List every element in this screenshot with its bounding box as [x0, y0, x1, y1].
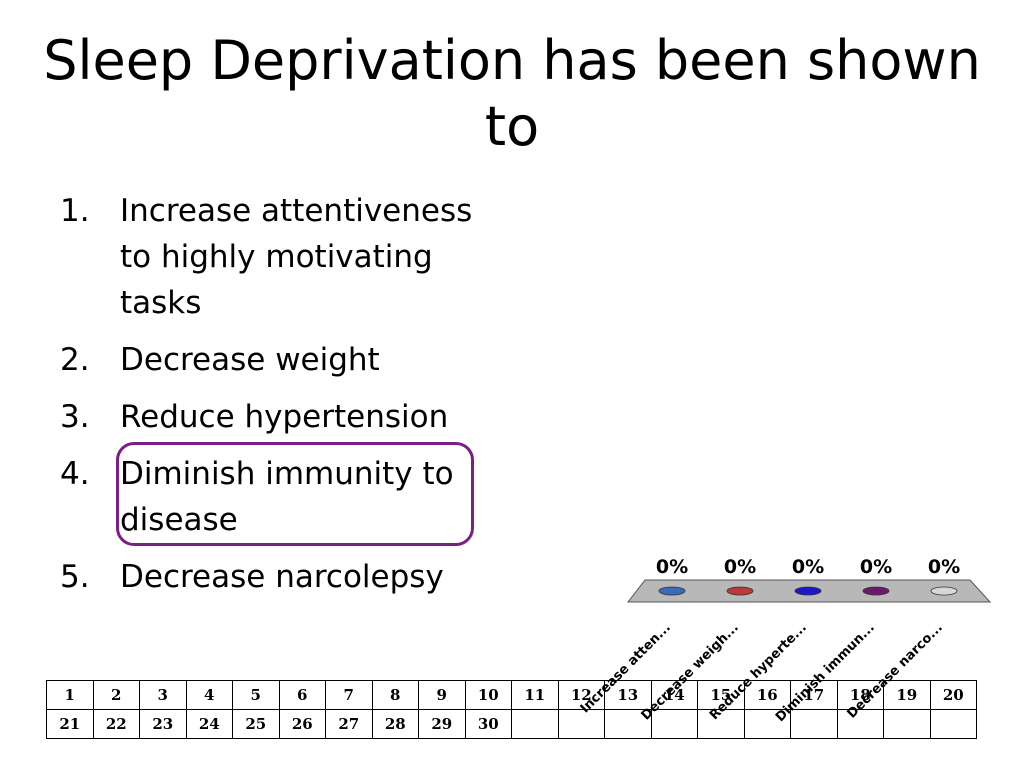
chart-value-label: 0% — [928, 556, 960, 578]
option-number: 5. — [60, 559, 90, 595]
grid-cell: 25 — [232, 709, 280, 739]
option-5[interactable]: 5. Decrease narcolepsy — [60, 554, 500, 600]
chart-value-label: 0% — [656, 556, 688, 578]
grid-cell: 23 — [139, 709, 187, 739]
grid-cell: 7 — [325, 680, 373, 710]
grid-cell: 14 — [650, 680, 698, 710]
grid-cell: 11 — [511, 680, 559, 710]
grid-cell: 15 — [697, 680, 745, 710]
chart-value-label: 0% — [792, 556, 824, 578]
chart-bar — [794, 586, 822, 596]
option-text: Decrease weight — [120, 342, 380, 378]
grid-cell: 3 — [139, 680, 187, 710]
chart-bar — [930, 586, 958, 596]
grid-row: 1 2 3 4 5 6 7 8 9 10 11 12 13 14 15 16 17 18 19 20 — [46, 680, 977, 710]
grid-cell: 13 — [604, 680, 652, 710]
answer-options: 1. Increase attentiveness to highly moti… — [60, 188, 500, 611]
option-text: Diminish immunity to disease — [120, 456, 454, 538]
chart-bar — [726, 586, 754, 596]
option-2[interactable]: 2. Decrease weight — [60, 337, 500, 383]
grid-cell — [557, 709, 605, 739]
grid-cell: 27 — [325, 709, 373, 739]
grid-cell — [604, 709, 652, 739]
grid-cell: 30 — [464, 709, 512, 739]
response-grid: 1 2 3 4 5 6 7 8 9 10 11 12 13 14 15 16 17 18 19 20 21 22 23 24 2… — [46, 680, 977, 739]
grid-cell — [511, 709, 559, 739]
option-number: 3. — [60, 399, 90, 435]
grid-cell: 18 — [836, 680, 884, 710]
grid-cell: 9 — [418, 680, 466, 710]
option-number: 4. — [60, 456, 90, 492]
grid-cell: 20 — [929, 680, 977, 710]
grid-cell — [697, 709, 745, 739]
grid-cell: 21 — [46, 709, 94, 739]
grid-cell: 28 — [371, 709, 419, 739]
option-text: Decrease narcolepsy — [120, 559, 444, 595]
grid-cell: 2 — [92, 680, 140, 710]
slide-title: Sleep Deprivation has been shown to — [43, 29, 981, 158]
option-4[interactable]: 4. Diminish immunity to disease — [60, 451, 500, 543]
chart-bar — [862, 586, 890, 596]
grid-cell: 16 — [743, 680, 791, 710]
option-text: Reduce hypertension — [120, 399, 449, 435]
grid-cell: 5 — [232, 680, 280, 710]
grid-cell — [790, 709, 838, 739]
grid-cell — [650, 709, 698, 739]
chart-bar — [658, 586, 686, 596]
grid-cell: 4 — [185, 680, 233, 710]
correct-answer-highlight — [116, 442, 474, 546]
grid-cell: 1 — [46, 680, 94, 710]
grid-cell — [929, 709, 977, 739]
response-chart: 0%Increase atten...0%Decrease weigh...0%… — [578, 556, 992, 725]
grid-cell: 22 — [92, 709, 140, 739]
grid-cell — [836, 709, 884, 739]
grid-cell: 24 — [185, 709, 233, 739]
grid-cell: 29 — [418, 709, 466, 739]
grid-cell: 26 — [278, 709, 326, 739]
option-number: 2. — [60, 342, 90, 378]
grid-cell: 6 — [278, 680, 326, 710]
option-text: Increase attentiveness to highly motivat… — [120, 193, 473, 321]
grid-cell — [883, 709, 931, 739]
grid-cell: 17 — [790, 680, 838, 710]
grid-cell: 10 — [464, 680, 512, 710]
chart-value-label: 0% — [860, 556, 892, 578]
grid-cell: 19 — [883, 680, 931, 710]
grid-row: 21 22 23 24 25 26 27 28 29 30 — [46, 709, 977, 739]
option-number: 1. — [60, 193, 90, 229]
option-1[interactable]: 1. Increase attentiveness to highly moti… — [60, 188, 500, 326]
chart-value-label: 0% — [724, 556, 756, 578]
grid-cell: 12 — [557, 680, 605, 710]
grid-cell: 8 — [371, 680, 419, 710]
grid-cell — [743, 709, 791, 739]
option-3[interactable]: 3. Reduce hypertension — [60, 394, 500, 440]
